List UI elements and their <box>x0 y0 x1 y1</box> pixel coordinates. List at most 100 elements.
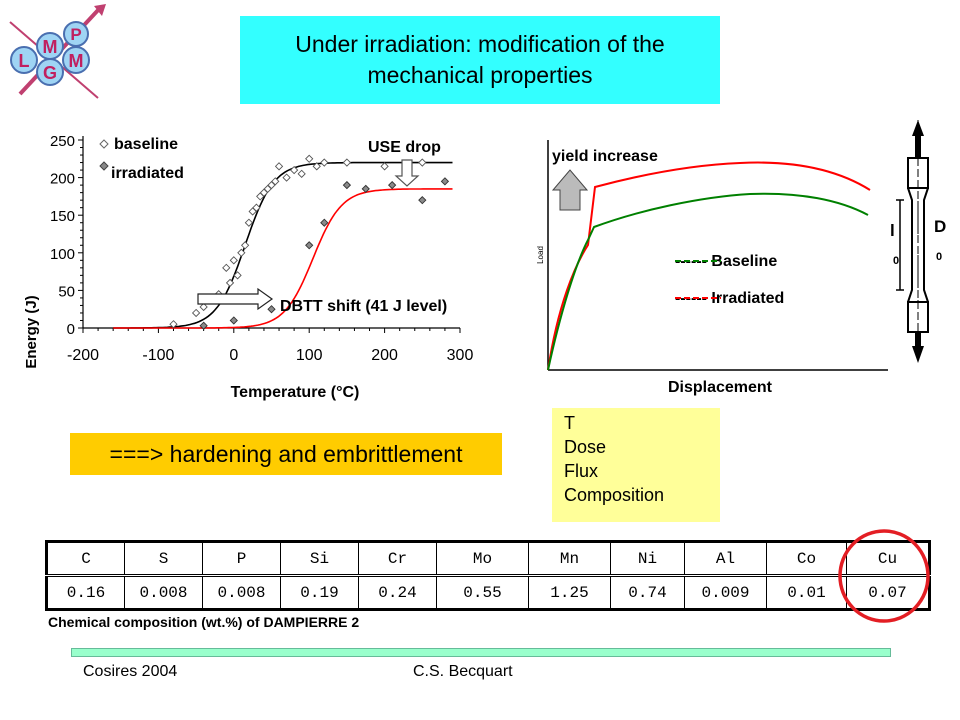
charpy-energy-chart: Energy (J) Temperature (°C) 0 50 100 150 200… <box>23 133 474 401</box>
charpy-point-baseline <box>237 248 246 257</box>
charpy-point-baseline <box>240 241 250 250</box>
legend-baseline: ------ Baseline <box>675 253 777 270</box>
charpy-point-baseline <box>320 158 329 167</box>
use-drop-arrow <box>394 159 420 187</box>
yield-increase-arrow <box>551 169 589 211</box>
specimen-d-sub: 0 <box>936 251 942 263</box>
charpy-x-tick-label: 0 <box>229 347 238 364</box>
factors-list: T Dose Flux Composition <box>552 408 720 522</box>
composition-value-ni: 0.74 <box>610 575 685 610</box>
use-drop-label: USE drop <box>368 139 441 156</box>
tensile-y-label: Load <box>536 246 545 264</box>
charpy-x-tick-label: 200 <box>371 347 398 364</box>
composition-value-cu: 0.07 <box>846 575 930 610</box>
footer-conference: Cosires 2004 <box>83 663 178 680</box>
charpy-point-baseline <box>225 278 235 288</box>
charpy-point-irradiated <box>229 316 238 325</box>
factor-item: Composition <box>564 485 665 505</box>
charpy-fit-baseline <box>113 161 453 329</box>
title-line-2: mechanical properties <box>367 62 593 88</box>
tensile-load-chart: Load Displacement yield increase ------ … <box>536 140 888 396</box>
tensile-legend-dashes <box>675 260 721 299</box>
tensile-x-label: Displacement <box>668 379 773 396</box>
lmgp-logo: L M G P M <box>9 4 106 99</box>
specimen-d-label: D <box>934 217 946 236</box>
specimen-l-label: l <box>890 221 895 240</box>
charpy-x-label: Temperature (°C) <box>231 384 360 401</box>
legend-label-baseline: baseline <box>114 136 178 153</box>
composition-value-row: 0.16 0.008 0.008 0.19 0.24 0.55 1.25 0.74 0.009 0… <box>46 575 930 610</box>
charpy-point-baseline <box>305 154 314 163</box>
legend-label-irradiated: irradiated <box>111 165 184 182</box>
composition-value-s: 0.008 <box>124 575 203 610</box>
tensile-specimen-drawing: l 0 D 0 <box>890 120 946 363</box>
charpy-point-baseline <box>169 320 178 329</box>
charpy-point-baseline <box>229 256 238 265</box>
charpy-y-tick-label: 50 <box>58 283 75 300</box>
charpy-point-irradiated <box>418 196 427 205</box>
charpy-x-tick-label: 100 <box>296 347 323 364</box>
yield-increase-label: yield increase <box>552 148 658 165</box>
charpy-point-irradiated <box>440 177 450 186</box>
charpy-point-baseline <box>312 162 321 171</box>
footer-author: C.S. Becquart <box>413 663 513 680</box>
composition-value-cr: 0.24 <box>358 575 437 610</box>
factor-item: Dose <box>564 437 607 457</box>
composition-table: C S P Si Cr Mo Mn Ni Al Co Cu 0.16 0.008 0.008 0.19 0.… <box>45 540 931 611</box>
composition-header-s: S <box>124 541 203 577</box>
title-line-1: Under irradiation: modification of the <box>295 31 665 57</box>
charpy-point-irradiated <box>199 321 208 330</box>
charpy-x-tick-label: -100 <box>142 347 174 364</box>
curve-baseline <box>547 192 869 371</box>
charpy-y-tick-label: 200 <box>50 171 75 188</box>
charpy-point-baseline <box>252 203 261 212</box>
composition-header-ni: Ni <box>610 541 685 577</box>
logo-letter-p: P <box>70 25 81 44</box>
composition-caption: Chemical composition (wt.%) of DAMPIERRE… <box>48 614 360 630</box>
composition-value-si: 0.19 <box>280 575 359 610</box>
charpy-x-tick-label: 300 <box>447 347 474 364</box>
charpy-y-label: Energy (J) <box>23 295 40 368</box>
composition-header-mn: Mn <box>528 541 611 577</box>
hardening-embrittlement-note: ===> hardening and embrittlement <box>70 433 502 475</box>
dbtt-shift-arrow <box>197 287 274 311</box>
logo-letter-m1: M <box>43 37 58 57</box>
charpy-y-tick-label: 250 <box>50 133 75 150</box>
charpy-point-irradiated <box>342 180 352 190</box>
dbtt-shift-label: DBTT shift (41 J level) <box>280 298 447 315</box>
composition-value-mo: 0.55 <box>436 575 529 610</box>
charpy-point-baseline <box>233 271 242 280</box>
slide-title: Under irradiation: modification of the m… <box>240 16 720 104</box>
specimen-l-sub: 0 <box>893 255 899 267</box>
factor-item: T <box>564 413 575 433</box>
legend-marker-baseline <box>99 139 109 149</box>
charpy-point-irradiated <box>361 184 370 194</box>
charpy-point-baseline <box>282 173 291 182</box>
composition-value-p: 0.008 <box>202 575 281 610</box>
composition-header-c: C <box>46 541 125 577</box>
logo-letter-m2: M <box>69 51 84 71</box>
charpy-y-tick-label: 150 <box>50 208 75 225</box>
charpy-x-tick-label: -200 <box>67 347 99 364</box>
composition-header-co: Co <box>766 541 847 577</box>
charpy-point-irradiated <box>267 305 276 314</box>
composition-header-si: Si <box>280 541 359 577</box>
composition-value-mn: 1.25 <box>528 575 611 610</box>
composition-header-mo: Mo <box>436 541 529 577</box>
charpy-point-baseline <box>342 158 352 167</box>
logo-letter-l: L <box>19 51 30 71</box>
composition-header-row: C S P Si Cr Mo Mn Ni Al Co Cu <box>46 541 930 577</box>
charpy-legend: baseline irradiated <box>99 136 184 182</box>
charpy-point-baseline <box>297 169 306 178</box>
charpy-point-baseline <box>244 218 254 227</box>
composition-value-al: 0.009 <box>684 575 767 610</box>
charpy-y-tick-label: 0 <box>67 321 75 338</box>
charpy-point-baseline <box>222 263 231 272</box>
footer-divider <box>71 648 891 657</box>
charpy-point-baseline <box>274 162 284 171</box>
cu-highlight-circle <box>838 529 930 623</box>
legend-marker-irradiated <box>99 161 109 171</box>
curve-irradiated <box>547 161 871 371</box>
composition-header-cr: Cr <box>358 541 437 577</box>
factor-item: Flux <box>564 461 599 481</box>
